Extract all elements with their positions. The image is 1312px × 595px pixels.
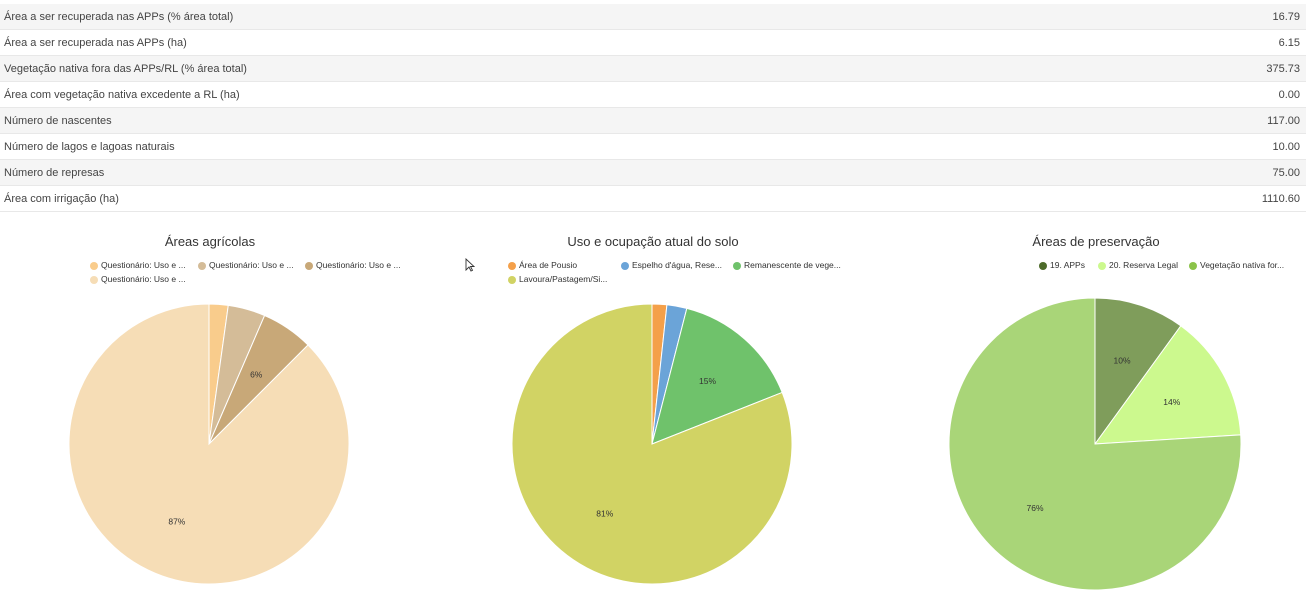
legend-swatch (198, 261, 206, 270)
row-label: Número de lagos e lagoas naturais (4, 140, 175, 153)
legend-swatch (90, 261, 98, 270)
pie-slice[interactable] (1093, 325, 1242, 445)
row-label: Número de nascentes (4, 114, 112, 127)
slice-data-label: 15% (699, 376, 716, 386)
legend-swatch (90, 275, 98, 284)
pie-chart-areas-preservacao: Áreas de preservação 19. APPs 20. Reserv… (886, 226, 1306, 595)
row-value: 375.73 (1266, 62, 1300, 75)
legend-label: Questionário: Uso e ... (316, 260, 401, 270)
legend-label: Vegetação nativa for... (1200, 260, 1285, 270)
row-label: Vegetação nativa fora das APPs/RL (% áre… (4, 62, 247, 75)
legend-label: Questionário: Uso e ... (101, 274, 186, 284)
pie-slice[interactable] (68, 303, 350, 585)
legend-item[interactable]: 19. APPs (1039, 259, 1085, 272)
legend-item[interactable]: Questionário: Uso e ... (90, 273, 186, 286)
legend-swatch (733, 261, 741, 270)
legend-swatch (1189, 261, 1197, 270)
slice-data-label: 6% (250, 370, 263, 380)
table-row: Área a ser recuperada nas APPs (% área t… (0, 4, 1306, 30)
legend-label: Remanescente de vege... (744, 260, 841, 270)
pie-plot: 6% 87% (68, 303, 350, 585)
legend-item[interactable]: Área de Pousio (508, 259, 577, 272)
slice-data-label: 76% (1027, 503, 1044, 513)
legend-item[interactable]: Remanescente de vege... (733, 259, 841, 272)
pie-plot: 10% 14% 76% (948, 297, 1242, 591)
row-label: Número de represas (4, 166, 105, 179)
legend-label: 19. APPs (1050, 260, 1085, 270)
table-row: Área a ser recuperada nas APPs (ha) 6.15 (0, 30, 1306, 56)
pie-chart-uso-ocupacao: Uso e ocupação atual do solo Área de Pou… (443, 226, 863, 595)
legend-label: Questionário: Uso e ... (209, 260, 294, 270)
pie-slice[interactable] (651, 307, 783, 445)
legend-item[interactable]: Questionário: Uso e ... (305, 259, 401, 272)
pie-slice[interactable] (948, 297, 1242, 591)
row-value: 6.15 (1278, 36, 1300, 49)
chart-title: Uso e ocupação atual do solo (567, 234, 739, 249)
table-row: Área com vegetação nativa excedente a RL… (0, 82, 1306, 108)
row-label: Área a ser recuperada nas APPs (% área t… (4, 10, 234, 23)
legend-item[interactable]: Espelho d'água, Rese... (621, 259, 722, 272)
table-row: Área com irrigação (ha) 1110.60 (0, 186, 1306, 212)
chart-title: Áreas de preservação (1032, 234, 1160, 249)
slice-data-label: 81% (596, 508, 613, 518)
mouse-cursor-icon (465, 258, 475, 272)
row-value: 117.00 (1267, 114, 1300, 127)
legend-item[interactable]: Questionário: Uso e ... (90, 259, 186, 272)
legend-label: 20. Reserva Legal (1109, 260, 1178, 270)
legend-item[interactable]: 20. Reserva Legal (1098, 259, 1178, 272)
table-row: Número de represas 75.00 (0, 160, 1306, 186)
legend-label: Espelho d'água, Rese... (632, 260, 722, 270)
legend-label: Área de Pousio (519, 260, 578, 270)
slice-data-label: 87% (168, 517, 185, 527)
chart-title: Áreas agrícolas (164, 234, 256, 249)
row-value: 0.00 (1278, 88, 1300, 101)
table-row: Número de nascentes 117.00 (0, 108, 1306, 134)
legend-label: Lavoura/Pastagem/Si... (519, 274, 608, 284)
legend-item[interactable]: Lavoura/Pastagem/Si... (508, 273, 607, 286)
data-table: Área a ser recuperada nas APPs (% área t… (0, 4, 1306, 212)
row-value: 16.79 (1272, 10, 1300, 23)
pie-slice[interactable] (1094, 297, 1182, 446)
table-row: Vegetação nativa fora das APPs/RL (% áre… (0, 56, 1306, 82)
row-value: 10.00 (1272, 140, 1300, 153)
legend-item[interactable]: Questionário: Uso e ... (198, 259, 294, 272)
row-value: 75.00 (1272, 166, 1300, 179)
legend-swatch (508, 275, 516, 284)
row-value: 1110.60 (1261, 192, 1300, 205)
slice-data-label: 14% (1163, 397, 1180, 407)
row-label: Área a ser recuperada nas APPs (ha) (4, 36, 187, 49)
legend-swatch (1098, 261, 1106, 270)
legend-swatch (305, 261, 313, 270)
table-row: Número de lagos e lagoas naturais 10.00 (0, 134, 1306, 160)
slice-data-label: 10% (1114, 356, 1131, 366)
legend-swatch (1039, 261, 1047, 270)
row-label: Área com vegetação nativa excedente a RL… (4, 88, 240, 101)
legend-item[interactable]: Vegetação nativa for... (1189, 259, 1284, 272)
pie-slice[interactable] (511, 303, 793, 585)
pie-chart-areas-agricolas: Áreas agrícolas Questionário: Uso e ... … (0, 226, 420, 595)
legend-swatch (508, 261, 516, 270)
row-label: Área com irrigação (ha) (4, 192, 119, 205)
pie-plot: 15% 81% (511, 303, 793, 585)
legend-label: Questionário: Uso e ... (101, 260, 186, 270)
legend-swatch (621, 261, 629, 270)
